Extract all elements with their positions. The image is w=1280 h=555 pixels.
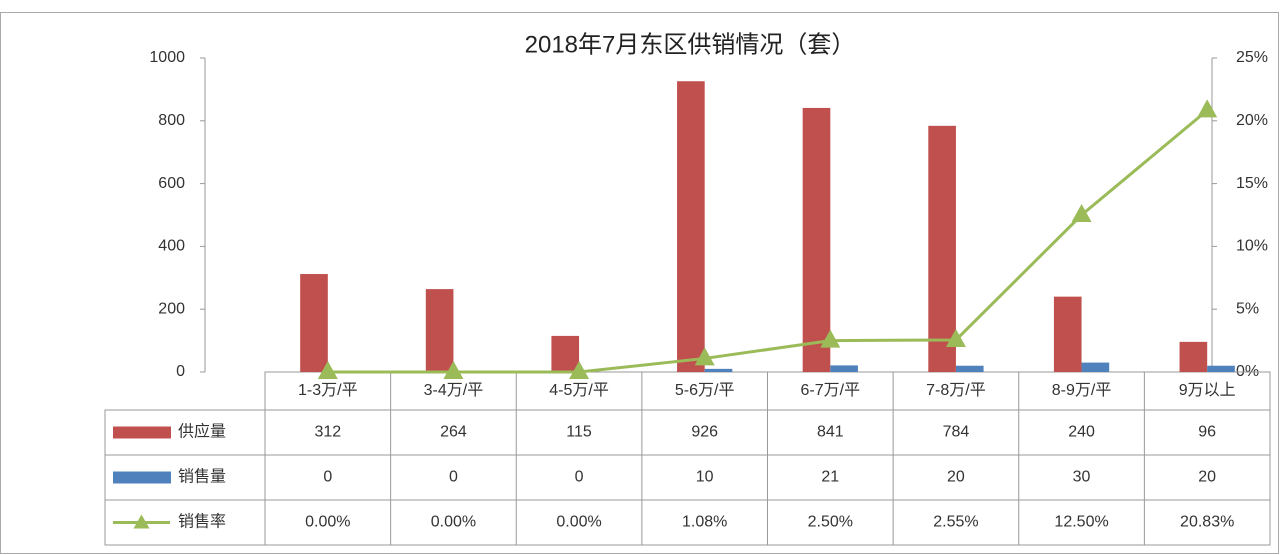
table-value: 115 [566,424,592,441]
bar [704,368,733,372]
table-value: 20 [1198,469,1216,486]
y-tick-label: 1000 [149,49,185,66]
bar [425,289,454,372]
y2-tick-label: 15% [1236,175,1268,192]
table-value: 0 [323,469,332,486]
rate-marker [1197,99,1218,118]
bar [1053,296,1082,372]
table-value: 0.00% [305,514,350,531]
table-value: 1.08% [682,514,727,531]
table-value: 0.00% [556,514,601,531]
y2-tick-label: 5% [1236,300,1259,317]
table-value: 0.00% [431,514,476,531]
y2-tick-label: 10% [1236,238,1268,255]
legend-swatch [113,471,171,484]
y2-tick-label: 25% [1236,49,1268,66]
table-value: 12.50% [1054,514,1108,531]
table-value: 240 [1068,424,1095,441]
bar [551,335,580,372]
table-value: 264 [440,424,467,441]
rate-marker [443,361,464,379]
bar [830,365,858,372]
table-value: 926 [691,424,718,441]
table-value: 312 [314,424,341,441]
y-tick-label: 0 [176,363,185,380]
legend-label: 销售率 [178,513,226,531]
bar [1081,362,1110,372]
table-value: 2.55% [933,514,978,531]
table-value: 0 [575,469,584,486]
y-tick-label: 400 [158,238,185,255]
bar [1179,341,1208,372]
rate-marker [820,329,841,348]
table-value: 30 [1073,469,1091,486]
x-tick-label: 6-7万/平 [801,382,861,399]
y-tick-label: 600 [158,175,185,192]
y2-tick-label: 20% [1236,112,1268,129]
legend-marker [133,514,150,529]
x-tick-label: 4-5万/平 [549,382,609,399]
x-tick-label: 1-3万/平 [298,382,358,399]
legend-label: 供应量 [178,422,226,441]
bar [955,365,984,372]
table-value: 20.83% [1180,514,1234,531]
x-tick-label: 5-6万/平 [675,382,735,399]
chart-frame [0,12,1279,554]
rate-marker [945,328,966,347]
legend-swatch [113,426,171,439]
table-value: 96 [1198,424,1216,441]
rate-marker [317,361,338,379]
x-tick-label: 3-4万/平 [424,382,484,399]
legend-label: 销售量 [178,468,226,486]
table-value: 10 [696,469,714,486]
x-tick-label: 8-9万/平 [1052,382,1112,399]
y-tick-label: 200 [158,300,185,317]
bar [802,107,831,373]
table-value: 2.50% [808,514,853,531]
chart-title: 2018年7月东区供销情况（套） [525,31,856,58]
table-value: 21 [821,469,839,486]
rate-marker [694,347,715,366]
rate-line [327,109,1209,374]
table-row [104,499,1271,546]
bar [1207,365,1235,372]
y-tick-label: 800 [158,112,185,129]
bar [677,81,705,373]
bar [928,125,956,372]
x-tick-label: 7-8万/平 [926,382,986,399]
table-value: 841 [817,424,844,441]
table-value: 784 [943,424,970,441]
table-value: 0 [449,469,458,486]
rate-marker [1071,204,1092,222]
rate-marker [569,361,590,379]
table-value: 20 [947,469,965,486]
x-tick-label: 9万以上 [1179,381,1236,399]
bar [300,274,328,372]
